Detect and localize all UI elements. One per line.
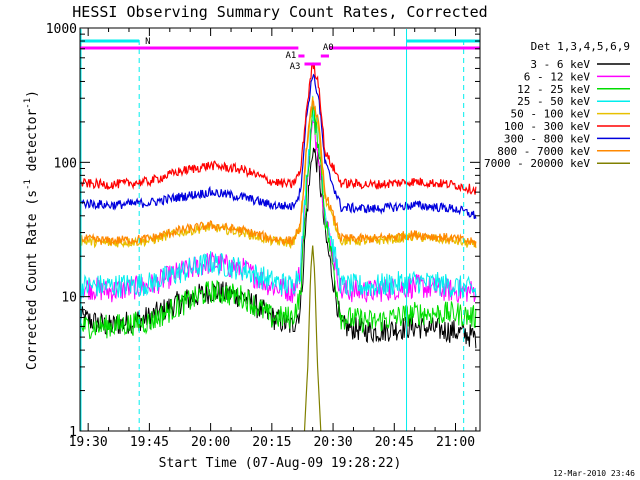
y-axis-label-superscript: -1: [23, 179, 33, 190]
series-line: [80, 98, 477, 247]
series-line: [80, 62, 477, 195]
x-tick-label: 21:00: [436, 435, 475, 450]
chart-title: HESSI Observing Summary Count Rates, Cor…: [72, 3, 487, 21]
y-tick-label: 1000: [46, 22, 77, 37]
night-bar-label: N: [145, 37, 150, 47]
legend-label: 50 - 100 keV: [511, 108, 591, 121]
attenuator-label: A3: [290, 62, 301, 72]
series-line: [80, 105, 477, 340]
timestamp: 12-Mar-2010 23:46: [553, 469, 635, 478]
x-tick-label: 19:45: [130, 435, 169, 450]
y-tick-label: 100: [54, 156, 77, 171]
attenuator-label: A0: [323, 43, 334, 53]
x-axis: 19:30 19:45 20:00 20:15 20:30 20:45 21:00: [69, 28, 477, 450]
y-axis-label-superscript: -1: [23, 98, 33, 109]
series-line: [80, 119, 477, 304]
x-axis-label: Start Time (07-Aug-09 19:28:22): [159, 456, 402, 471]
y-axis-label-part: detector: [25, 109, 40, 180]
series-line: [80, 96, 477, 250]
y-tick-label: 10: [61, 291, 77, 306]
plot-frame: [79, 27, 481, 432]
x-tick-label: 20:00: [191, 435, 230, 450]
attenuator-label: A1: [285, 51, 296, 61]
legend-label: 100 - 300 keV: [504, 120, 590, 133]
series-layer: [80, 62, 477, 431]
legend-label: 7000 - 20000 keV: [484, 157, 590, 170]
legend-label: 800 - 7000 keV: [497, 145, 590, 158]
y-axis-label-part: ): [25, 90, 40, 98]
legend-label: 6 - 12 keV: [524, 70, 591, 83]
y-axis: 1 10 100 1000: [46, 22, 480, 440]
y-tick-label: 1: [69, 425, 77, 440]
x-tick-label: 20:15: [252, 435, 291, 450]
x-tick-label: 19:30: [69, 435, 108, 450]
series-line: [80, 73, 477, 219]
series-line: [80, 95, 477, 299]
legend-title: Det 1,3,4,5,6,9: [531, 40, 630, 53]
legend-label: 3 - 6 keV: [530, 58, 590, 71]
x-tick-label: 20:45: [375, 435, 414, 450]
legend-label: 25 - 50 keV: [517, 95, 590, 108]
x-tick-label: 20:30: [313, 435, 352, 450]
y-axis-label-part: Corrected Count Rate (s: [25, 190, 40, 370]
y-axis-label: Corrected Count Rate (s-1 detector-1): [23, 90, 40, 370]
legend-label: 12 - 25 keV: [517, 83, 590, 96]
legend-label: 300 - 800 keV: [504, 132, 590, 145]
series-line: [303, 245, 322, 431]
